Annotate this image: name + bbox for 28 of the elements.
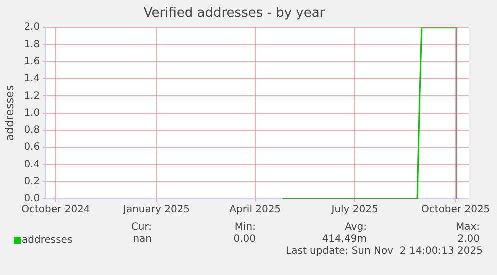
x-tick-label: January 2025 [122, 204, 190, 216]
x-tick-label: April 2025 [230, 204, 282, 216]
text: 414.49m [322, 234, 367, 245]
text: Last update: Sun Nov 2 14:00:13 2025 [286, 246, 483, 257]
legend-label: addresses [22, 235, 73, 246]
y-tick-label: 0.4 [24, 159, 40, 170]
x-tick-label: October 2024 [22, 204, 90, 216]
text: Max: [456, 222, 480, 233]
x-tick-label: July 2025 [330, 204, 378, 216]
y-tick-label: 1.6 [24, 56, 40, 68]
y-tick-label: 1.4 [24, 74, 40, 85]
text: Cur: [131, 222, 152, 233]
text: 2.00 [458, 234, 480, 245]
y-tick-label: 0.2 [24, 176, 40, 188]
x-tick-label: October 2025 [422, 204, 490, 216]
y-tick-label: 1.8 [24, 39, 40, 50]
y-tick-label: 0.0 [24, 194, 40, 205]
text: Avg: [345, 222, 367, 233]
y-tick-label: 1.0 [24, 108, 40, 119]
text: 0.00 [234, 234, 256, 245]
y-tick-label: 0.6 [24, 142, 40, 154]
y-tick-label: 2.0 [24, 22, 40, 34]
y-tick-label: 1.2 [24, 90, 40, 102]
y-axis-title: addresses [3, 85, 16, 142]
text: nan [133, 234, 152, 245]
y-tick-label: 0.8 [24, 125, 40, 136]
text: Min: [234, 222, 256, 233]
chart-title: Verified addresses - by year [144, 6, 326, 22]
